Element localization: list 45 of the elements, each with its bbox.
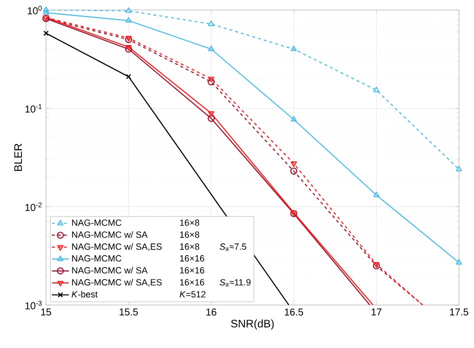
x-tick-label: 17.5 xyxy=(450,308,468,316)
x-tick-label: 16.5 xyxy=(284,308,304,316)
x-tick-label: 15 xyxy=(41,308,52,316)
point xyxy=(208,20,214,26)
point xyxy=(290,46,297,52)
point xyxy=(290,161,297,168)
annotation: 16×8 xyxy=(180,231,200,238)
annotation: K=512 xyxy=(180,291,206,298)
annotation: 16×8 xyxy=(180,219,200,226)
point xyxy=(42,6,50,12)
point xyxy=(208,76,214,82)
annotation: 16×16 xyxy=(180,255,204,262)
point xyxy=(208,46,214,52)
legend-label: NAG-MCMC w/ SA xyxy=(72,231,148,238)
point xyxy=(373,192,380,198)
annotation: 16×8 xyxy=(180,243,200,250)
y-tick-label: 10$^{-3}$ xyxy=(25,300,42,310)
annotation: S$_{a}$≈11.9 xyxy=(220,279,251,286)
x-tick-label: 15.5 xyxy=(120,308,138,316)
point xyxy=(208,78,215,86)
point xyxy=(126,74,132,80)
y-tick-label: 10$^{-1}$ xyxy=(25,104,42,113)
point xyxy=(290,168,298,175)
x-tick-label: 17 xyxy=(372,308,382,316)
legend-label: K-best xyxy=(72,290,98,298)
point xyxy=(125,17,132,23)
annotation: 16×16 xyxy=(180,279,204,286)
legend-label: NAG-MCMC w/ SA,ES xyxy=(72,243,162,251)
legend-label: NAG-MCMC w/ SA xyxy=(72,266,148,274)
y-tick-label: 10$^{0}$ xyxy=(28,6,42,14)
point xyxy=(373,86,380,92)
legend-label: NAG-MCMC xyxy=(72,255,122,262)
legend-label: NAG-MCMC xyxy=(72,219,122,226)
y-axis-title: BLER xyxy=(14,144,22,171)
x-tick-label: 16 xyxy=(206,308,216,316)
point xyxy=(125,7,132,13)
annotation: S$_{a}$≈7.5 xyxy=(220,243,246,251)
point xyxy=(208,114,215,122)
point xyxy=(290,116,297,122)
legend-label: NAG-MCMC w/ SA,ES xyxy=(72,278,162,287)
point xyxy=(456,166,462,172)
x-axis-title: SNR(dB) xyxy=(231,319,274,330)
y-tick-label: 10$^{-2}$ xyxy=(25,202,42,211)
point xyxy=(208,111,214,117)
annotation: 16×16 xyxy=(180,267,204,274)
